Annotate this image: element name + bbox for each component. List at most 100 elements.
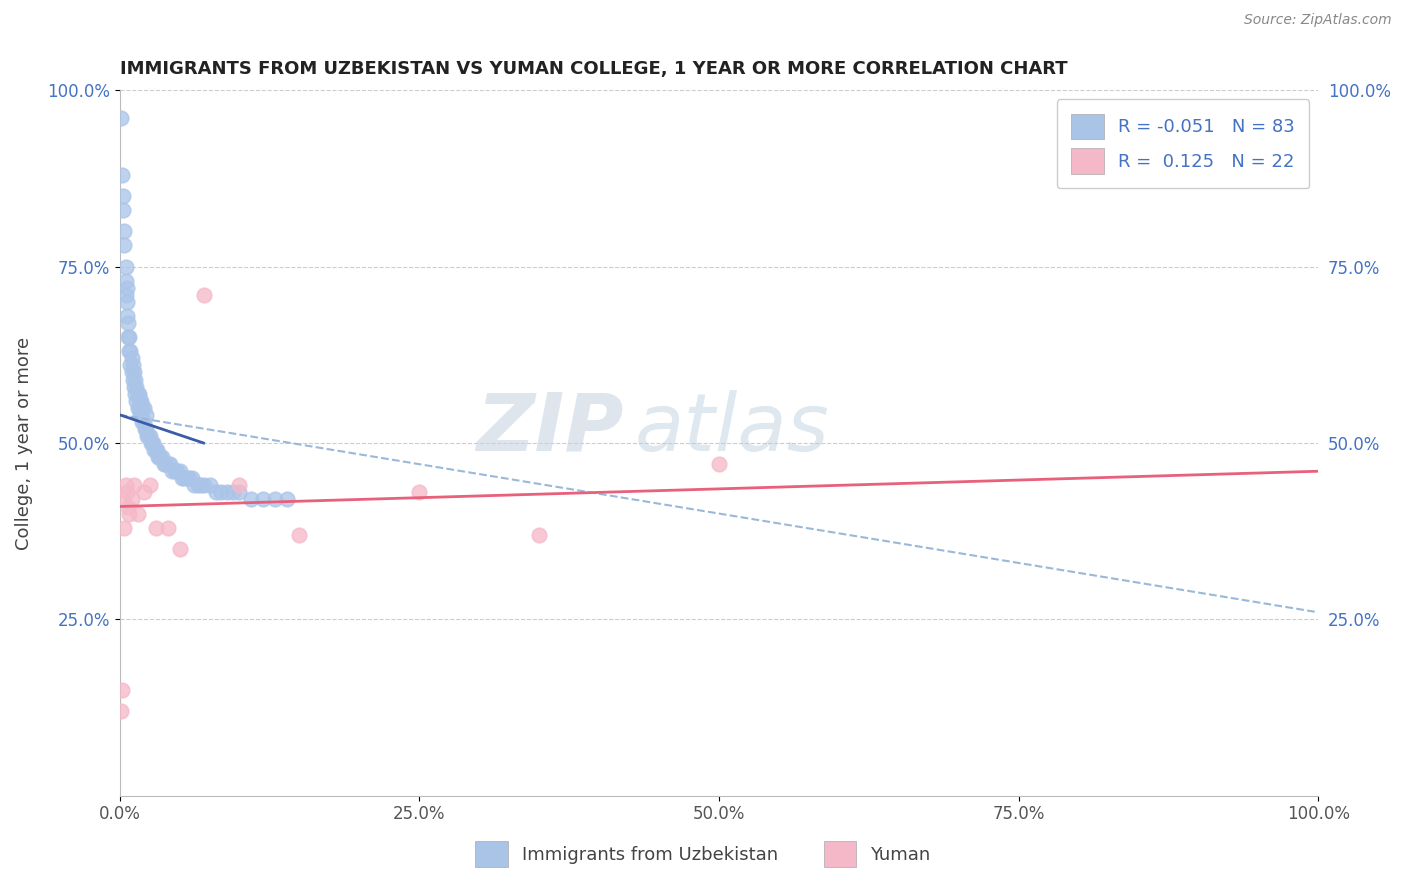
Point [141,436,163,450]
Point [111,682,134,697]
Point [138,429,160,443]
Point [128,386,150,401]
Point [252,492,274,507]
Point [156,521,179,535]
Point [112,203,135,218]
Point [117,330,139,344]
Point [264,492,287,507]
Point [114,274,136,288]
Point [115,294,138,309]
Point [127,507,149,521]
Point [120,359,142,373]
Point [131,415,153,429]
Point [121,359,143,373]
Point [122,379,145,393]
Point [121,372,143,386]
Point [125,393,148,408]
Point [150,450,173,464]
Text: Source: ZipAtlas.com: Source: ZipAtlas.com [1244,13,1392,28]
Point [166,464,188,478]
Legend: Immigrants from Uzbekistan, Yuman: Immigrants from Uzbekistan, Yuman [468,834,938,874]
Point [125,379,148,393]
Point [276,492,298,507]
Point [156,457,179,471]
Point [112,492,135,507]
Point [114,260,136,274]
Point [121,366,143,380]
Point [707,457,730,471]
Point [118,507,141,521]
Point [145,443,167,458]
Point [118,330,141,344]
Point [228,478,250,492]
Point [115,485,138,500]
Point [121,351,143,366]
Point [110,704,132,718]
Point [159,457,181,471]
Point [143,443,166,458]
Point [527,527,550,541]
Point [132,415,155,429]
Point [139,436,162,450]
Point [153,457,176,471]
Point [149,450,172,464]
Point [135,422,157,436]
Point [132,401,155,415]
Point [134,422,156,436]
Point [135,408,157,422]
Point [173,471,195,485]
Point [146,450,169,464]
Point [120,344,142,359]
Point [124,386,146,401]
Point [117,500,139,514]
Point [114,478,136,492]
Point [193,288,215,302]
Point [288,527,311,541]
Point [136,429,159,443]
Point [138,478,160,492]
Point [115,309,138,323]
Point [129,393,152,408]
Text: ZIP: ZIP [475,390,623,468]
Point [142,436,165,450]
Point [153,457,176,471]
Text: atlas: atlas [636,390,830,468]
Point [145,521,167,535]
Point [117,316,139,330]
Point [163,464,186,478]
Point [198,478,221,492]
Point [112,521,135,535]
Point [129,393,152,408]
Text: IMMIGRANTS FROM UZBEKISTAN VS YUMAN COLLEGE, 1 YEAR OR MORE CORRELATION CHART: IMMIGRANTS FROM UZBEKISTAN VS YUMAN COLL… [120,60,1067,78]
Point [118,344,141,359]
Point [228,485,250,500]
Point [112,189,135,203]
Point [128,401,150,415]
Point [121,492,143,507]
Point [162,464,184,478]
Point [138,429,160,443]
Point [110,112,132,126]
Y-axis label: College, 1 year or more: College, 1 year or more [15,336,32,549]
Point [222,485,245,500]
Point [122,478,145,492]
Point [179,471,201,485]
Point [111,168,134,182]
Point [124,372,146,386]
Point [186,478,208,492]
Point [190,478,212,492]
Point [193,478,215,492]
Point [169,464,191,478]
Point [127,386,149,401]
Point [112,238,135,252]
Point [114,288,136,302]
Point [408,485,430,500]
Point [240,492,263,507]
Point [131,401,153,415]
Point [148,450,170,464]
Point [115,281,138,295]
Point [132,485,155,500]
Point [217,485,239,500]
Point [146,443,169,458]
Point [170,471,193,485]
